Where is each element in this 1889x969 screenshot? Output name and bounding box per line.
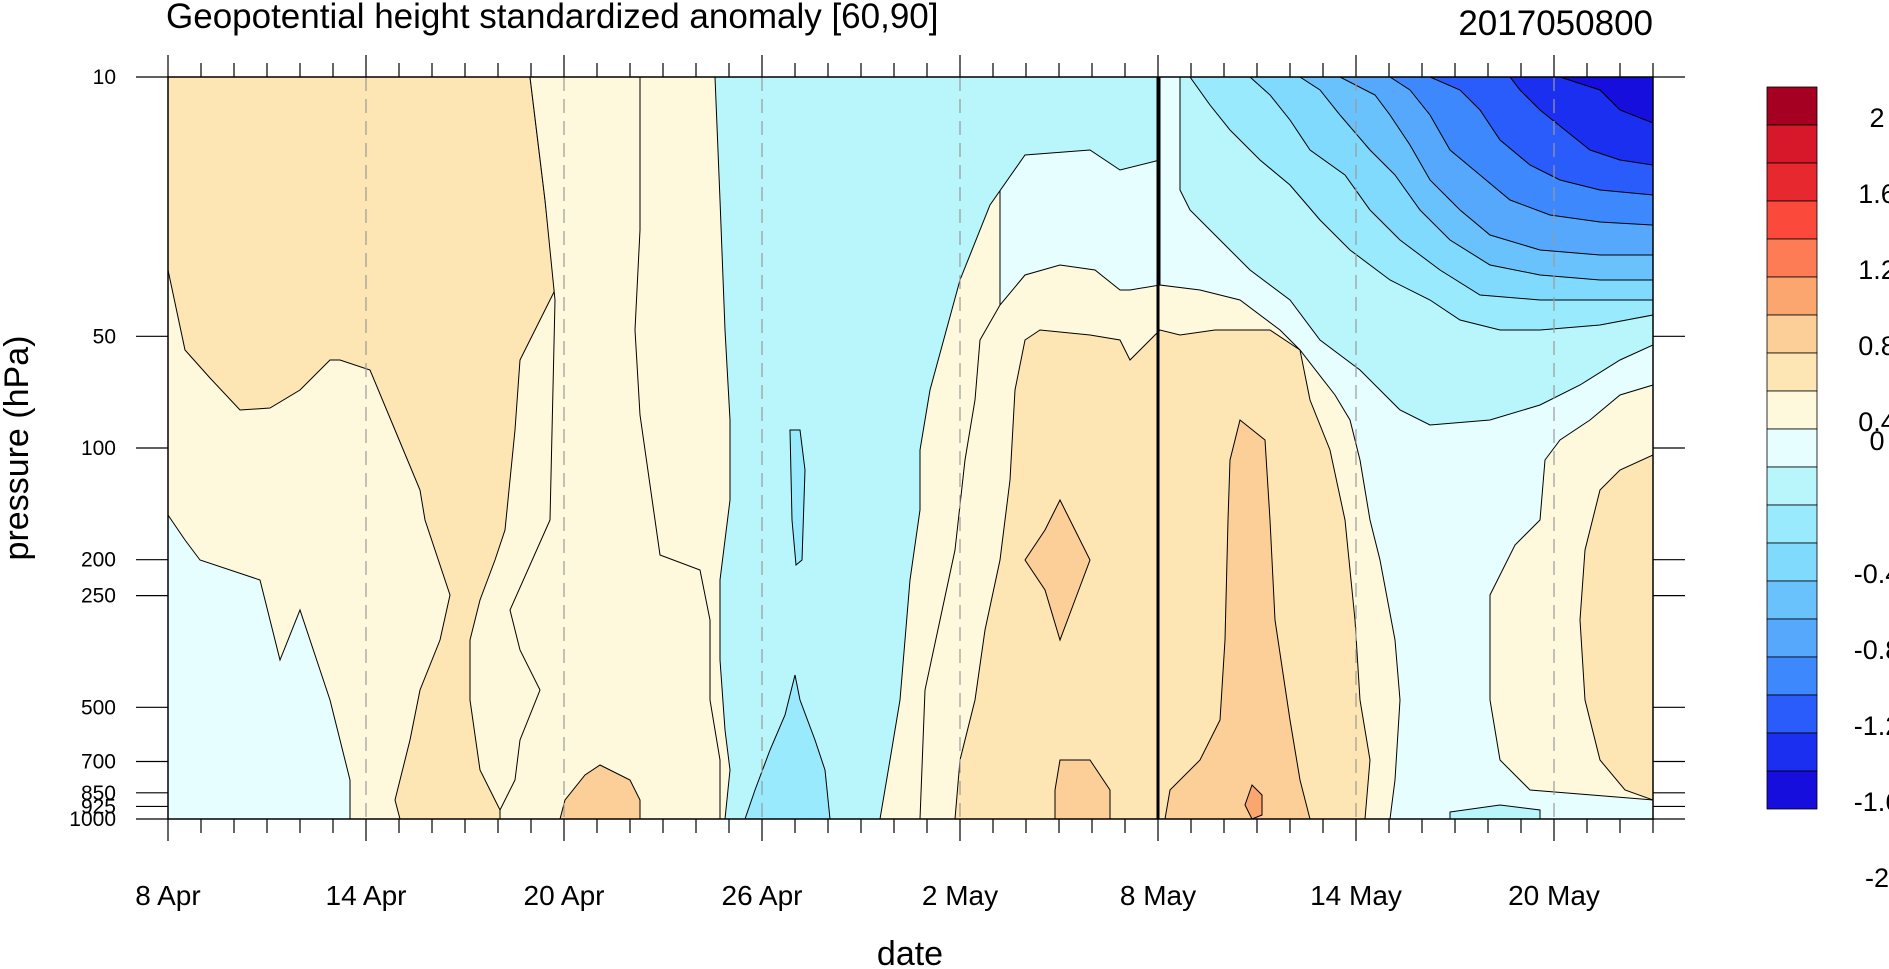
colorbar-label: 0.8 (1858, 331, 1889, 361)
colorbar-swatch (1766, 580, 1818, 620)
y-tick-label: 850 (81, 782, 116, 805)
colorbar-label: 0.4 (1858, 407, 1889, 437)
colorbar-label: -0.8 (1854, 635, 1889, 665)
colorbar-swatch (1766, 618, 1818, 658)
y-axis-title: pressure (hPa) (0, 336, 36, 561)
colorbar-label: -1.6 (1854, 787, 1889, 817)
x-tick-label: 14 Apr (326, 880, 407, 911)
colorbar-swatch (1766, 86, 1818, 126)
colorbar-swatch (1766, 276, 1818, 316)
colorbar-label: 2 (1869, 103, 1884, 133)
y-tick-label: 500 (81, 696, 116, 719)
colorbar-swatch (1766, 314, 1818, 354)
y-tick-label: 100 (81, 437, 116, 460)
colorbar-swatch (1766, 504, 1818, 544)
colorbar-swatch (1766, 732, 1818, 772)
chart-title: Geopotential height standardized anomaly… (166, 0, 938, 36)
colorbar-label: 1.6 (1858, 179, 1889, 209)
contour-region (1579, 454, 1653, 801)
colorbar-label: -1.2 (1854, 711, 1889, 741)
colorbar-swatch (1766, 770, 1818, 810)
y-tick-label: 10 (93, 66, 116, 89)
date-gridlines (365, 77, 1555, 819)
colorbar-label: 0 (1869, 426, 1884, 456)
colorbar-swatch (1766, 352, 1818, 392)
colorbar-swatch (1766, 694, 1818, 734)
colorbar-swatch (1766, 428, 1818, 468)
contour-region (789, 429, 806, 566)
y-tick-label: 700 (81, 751, 116, 774)
contour-region (559, 764, 641, 819)
x-tick-label: 26 Apr (722, 880, 803, 911)
colorbar-swatch (1766, 656, 1818, 696)
y-tick-label: 250 (81, 585, 116, 608)
colorbar: 2 1.6 1.2 0.8 0.40 -0.4 -0.8 -1.2 -1.6 -2 (1766, 86, 1889, 893)
contour-region (1559, 77, 1653, 124)
y-tick-label: 1000 (69, 808, 116, 831)
x-tick-label: 8 May (1120, 880, 1196, 911)
y-tick-label: 200 (81, 549, 116, 572)
x-tick-label: 20 May (1508, 880, 1600, 911)
colorbar-swatch (1766, 200, 1818, 240)
colorbar-swatch (1766, 466, 1818, 506)
contour-region (1244, 784, 1263, 819)
colorbar-label: 1.2 (1858, 255, 1889, 285)
colorbar-label: -0.4 (1854, 559, 1889, 589)
x-axis: 8 Apr 14 Apr 20 Apr 26 Apr 2 May 8 May 14 May 2… (135, 55, 1654, 911)
colorbar-swatch (1766, 124, 1818, 164)
x-tick-label: 20 Apr (524, 880, 605, 911)
contour-region (954, 329, 1371, 819)
chart-subtitle: 2017050800 (1458, 4, 1653, 43)
contour-region (499, 77, 721, 819)
colorbar-swatch (1766, 542, 1818, 582)
colorbar-swatch (1766, 390, 1818, 430)
x-axis-title: date (877, 935, 943, 969)
contour-region (1164, 419, 1311, 819)
y-tick-label: 925 (81, 795, 116, 818)
y-tick-label: 50 (93, 325, 116, 348)
colorbar-label: -2 (1865, 863, 1889, 893)
colorbar-swatch (1766, 238, 1818, 278)
contour-region (714, 77, 1161, 819)
contour-region (1054, 759, 1111, 819)
x-tick-label: 14 May (1310, 880, 1402, 911)
x-tick-label: 2 May (922, 880, 998, 911)
contour-region (1024, 498, 1091, 642)
x-tick-label: 8 Apr (135, 880, 200, 911)
colorbar-swatch (1766, 162, 1818, 202)
contour-region (1449, 804, 1541, 819)
contour-fills (168, 77, 1653, 819)
